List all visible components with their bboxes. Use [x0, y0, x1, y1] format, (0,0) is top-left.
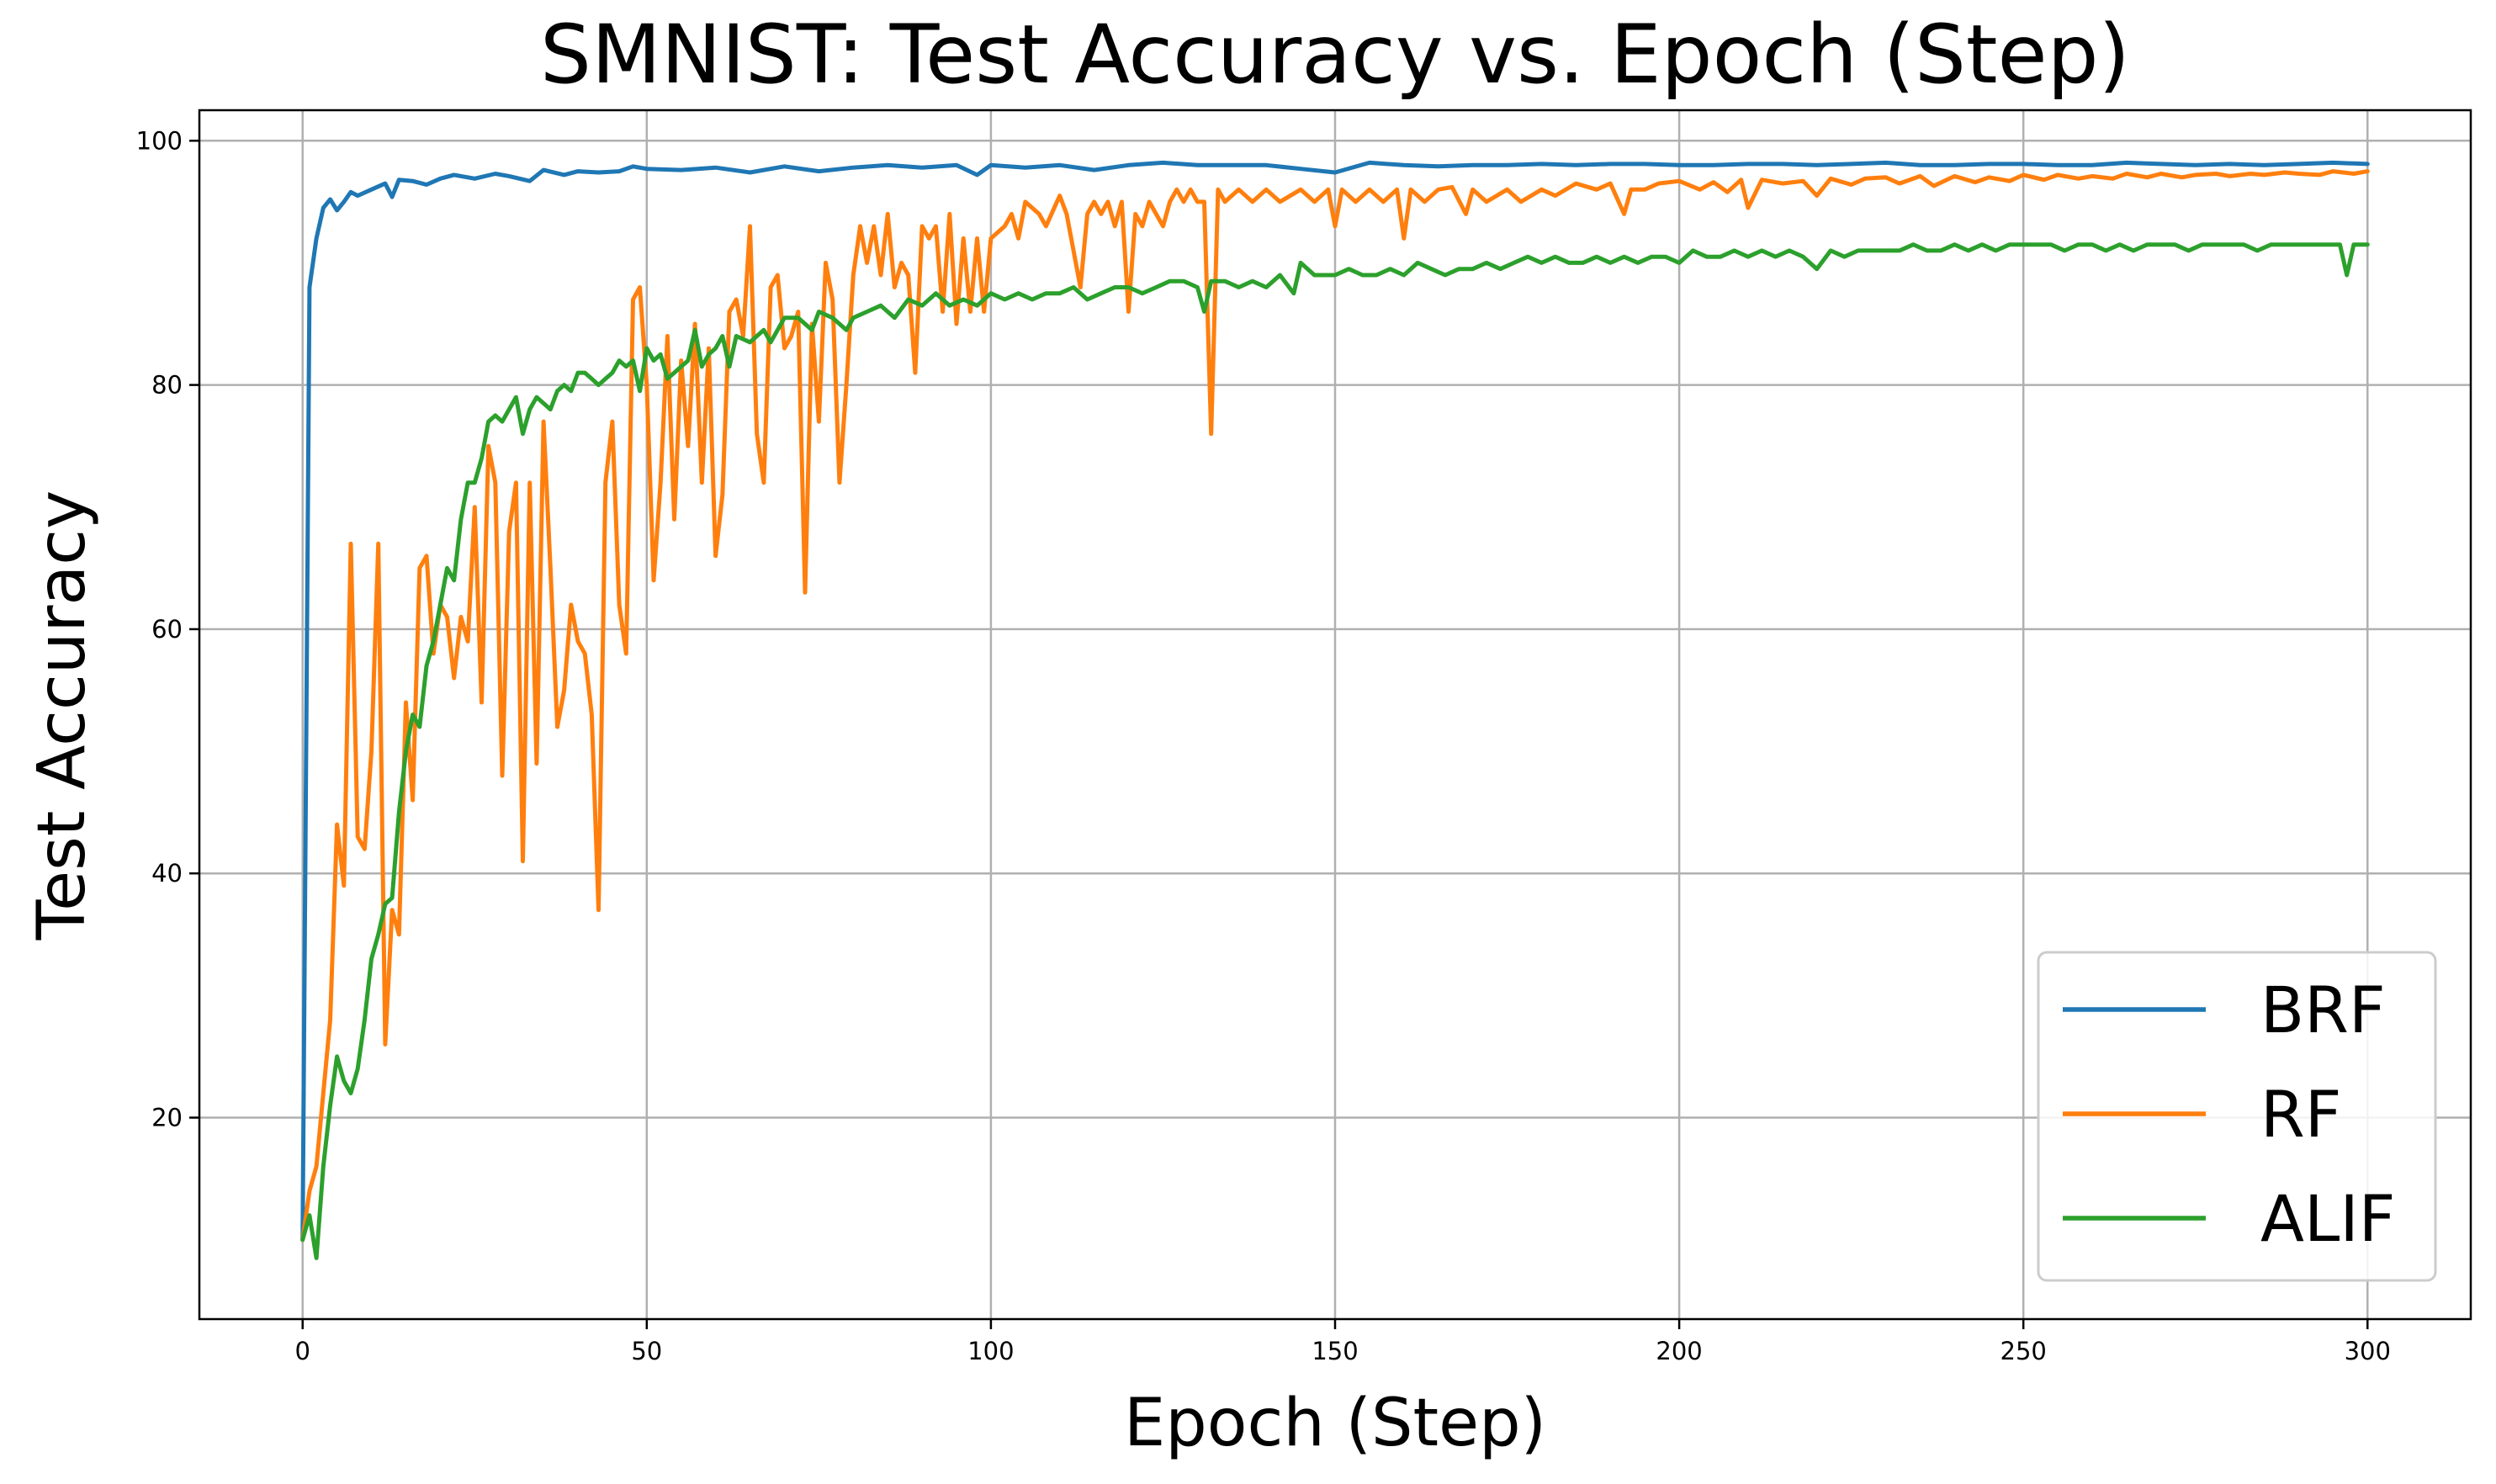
x-axis-title: Epoch (Step): [1124, 1386, 1546, 1461]
y-axis-title: Test Accuracy: [24, 490, 100, 941]
legend-box: [2037, 951, 2437, 1282]
legend-label-brf: BRF: [2260, 973, 2386, 1047]
chart-title: SMNIST: Test Accuracy vs. Epoch (Step): [540, 8, 2130, 102]
x-tick-label: 300: [2345, 1337, 2391, 1365]
axis-ticks: 0 50 100 150 200 250 300 20 40 60 80 100: [136, 126, 2391, 1365]
x-tick-label: 150: [1312, 1337, 1358, 1365]
x-tick-label: 100: [967, 1337, 1014, 1365]
y-tick-label: 60: [151, 615, 183, 644]
y-tick-label: 100: [136, 126, 183, 155]
y-tick-label: 80: [151, 371, 183, 400]
legend-label-alif: ALIF: [2260, 1181, 2395, 1256]
grid: [199, 110, 2471, 1319]
series-line-rf: [300, 169, 2370, 1243]
x-tick-label: 50: [631, 1337, 662, 1365]
x-tick-label: 0: [295, 1337, 310, 1365]
x-tick-label: 200: [1656, 1337, 1702, 1365]
series-line-brf: [300, 160, 2370, 1243]
y-tick-label: 40: [151, 859, 183, 888]
y-tick-label: 20: [151, 1104, 183, 1132]
x-tick-label: 250: [2001, 1337, 2047, 1365]
legend: BRF RF ALIF: [2037, 951, 2437, 1282]
series-line-alif: [300, 242, 2370, 1260]
legend-label-rf: RF: [2260, 1077, 2342, 1152]
series-lines: [300, 160, 2370, 1260]
